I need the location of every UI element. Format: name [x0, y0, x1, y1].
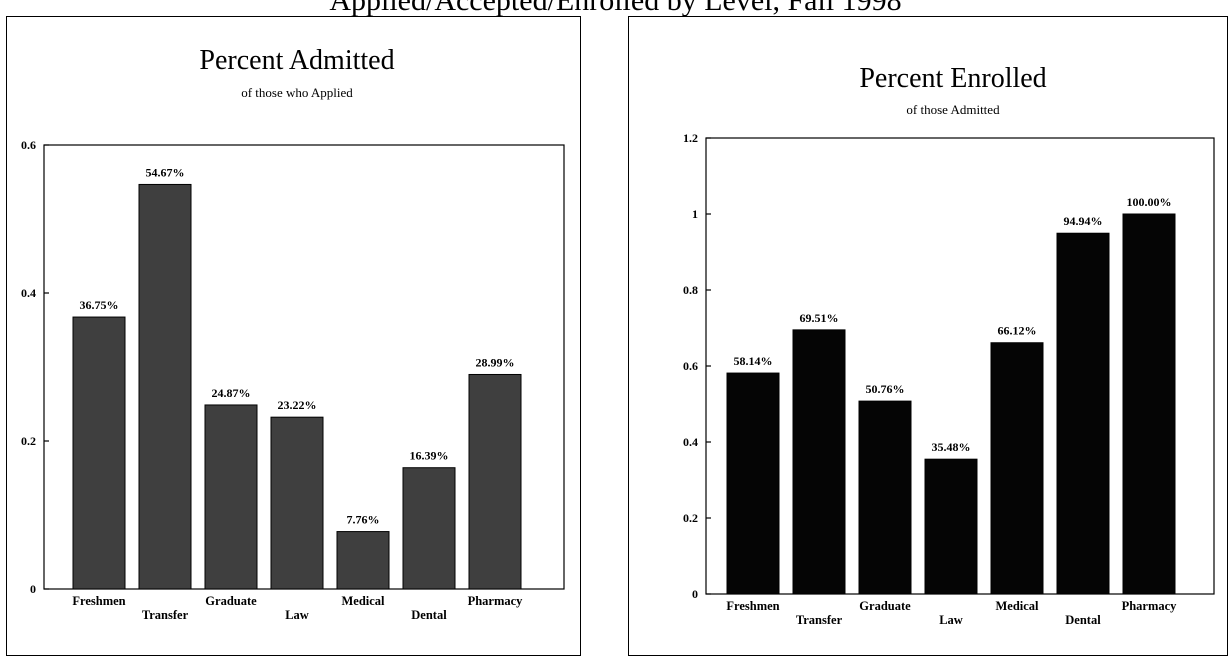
bar-freshmen: [726, 372, 780, 595]
x-tick-label: Graduate: [859, 599, 911, 613]
y-tick-label: 0: [30, 582, 36, 596]
x-tick-label: Medical: [995, 599, 1039, 613]
chart-title: Percent Admitted: [199, 45, 394, 76]
bar-value-label: 7.76%: [347, 513, 380, 527]
chart-subtitle: of those Admitted: [906, 102, 1000, 117]
bar-dental: [402, 467, 456, 590]
x-tick-label: Graduate: [205, 594, 257, 608]
bar-pharmacy: [468, 373, 522, 590]
bar-value-label: 69.51%: [800, 311, 839, 325]
bar-pharmacy: [1122, 213, 1176, 595]
bar-value-label: 58.14%: [734, 354, 773, 368]
chart-panel-percent-enrolled: Percent Enrolled of those Admitted 0 0.2 0.4…: [628, 16, 1228, 656]
chart-title: Percent Enrolled: [859, 63, 1046, 94]
bar-value-label: 94.94%: [1064, 214, 1103, 228]
x-tick-label: Freshmen: [72, 594, 125, 608]
percent-enrolled-chart: Percent Enrolled of those Admitted 0 0.2 0.4…: [683, 63, 1215, 627]
bar-law: [270, 416, 324, 590]
chart-subtitle: of those who Applied: [241, 85, 353, 100]
bar-value-label: 50.76%: [866, 382, 905, 396]
y-tick-label: 0.4: [21, 286, 36, 300]
x-tick-label: Pharmacy: [468, 594, 524, 608]
y-tick-label: 0.6: [21, 138, 36, 152]
x-tick-label: Law: [939, 613, 963, 627]
bar-law: [924, 458, 978, 595]
y-tick-label: 0.4: [683, 435, 698, 449]
y-tick-label: 0.2: [21, 434, 36, 448]
bar-transfer: [138, 183, 192, 590]
x-tick-label: Medical: [341, 594, 385, 608]
y-tick-label: 1.2: [683, 131, 698, 145]
bar-medical: [336, 531, 390, 590]
bar-value-label: 66.12%: [998, 324, 1037, 338]
bar-freshmen: [72, 316, 126, 590]
bar-value-label: 100.00%: [1127, 195, 1172, 209]
x-tick-label: Dental: [411, 608, 447, 622]
y-tick-label: 0: [692, 587, 698, 601]
bar-value-label: 23.22%: [278, 398, 317, 412]
y-tick-label: 1: [692, 207, 698, 221]
x-tick-label: Transfer: [796, 613, 843, 627]
x-tick-label: Pharmacy: [1122, 599, 1178, 613]
y-tick-label: 0.6: [683, 359, 698, 373]
chart-panel-percent-admitted: Percent Admitted of those who Applied 0 0.2…: [6, 16, 581, 656]
bar-transfer: [792, 329, 846, 595]
bar-graduate: [858, 400, 912, 595]
x-tick-label: Law: [285, 608, 309, 622]
bar-value-label: 36.75%: [80, 298, 119, 312]
bar-value-label: 16.39%: [410, 449, 449, 463]
y-tick-label: 0.2: [683, 511, 698, 525]
percent-admitted-chart: Percent Admitted of those who Applied 0 0.2…: [21, 45, 565, 622]
bar-medical: [990, 342, 1044, 595]
bar-graduate: [204, 404, 258, 590]
bar-value-label: 35.48%: [932, 440, 971, 454]
page-title: Applied/Accepted/Enrolled by Level, Fall…: [329, 0, 902, 17]
bar-value-label: 24.87%: [212, 386, 251, 400]
x-tick-label: Dental: [1065, 613, 1101, 627]
bar-value-label: 54.67%: [146, 165, 185, 179]
x-tick-label: Transfer: [142, 608, 189, 622]
x-tick-label: Freshmen: [726, 599, 779, 613]
bar-value-label: 28.99%: [476, 355, 515, 369]
y-tick-label: 0.8: [683, 283, 698, 297]
bar-dental: [1056, 232, 1110, 595]
